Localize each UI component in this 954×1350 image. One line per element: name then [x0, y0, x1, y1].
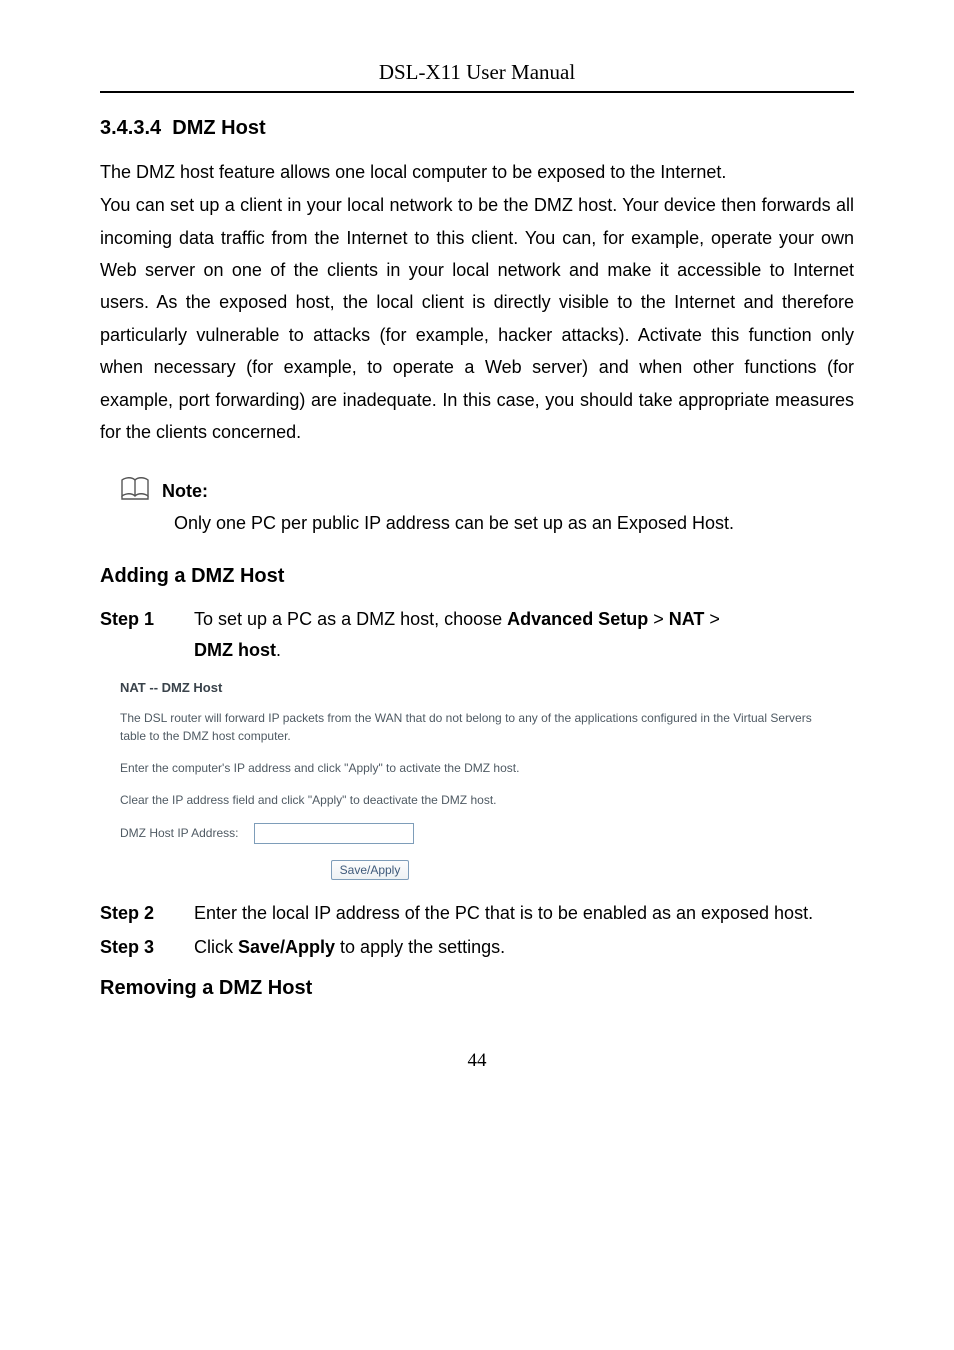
step-3-post: to apply the settings. [335, 937, 505, 957]
step-1-pre: To set up a PC as a DMZ host, choose [194, 609, 507, 629]
section-title: DMZ Host [172, 117, 265, 139]
step-row-1: Step 1 To set up a PC as a DMZ host, cho… [100, 604, 854, 665]
note-label: Note: [162, 481, 208, 502]
step-row-2: Step 2 Enter the local IP address of the… [100, 898, 854, 929]
adding-heading: Adding a DMZ Host [100, 565, 854, 588]
book-icon [120, 476, 150, 502]
dmz-ip-input[interactable] [254, 823, 414, 844]
step-1-b2: NAT [669, 609, 705, 629]
step-1-label: Step 1 [100, 604, 194, 665]
step-1-sep1: > [648, 609, 669, 629]
ss-desc-2: Enter the computer's IP address and clic… [120, 759, 834, 777]
intro-body: You can set up a client in your local ne… [100, 189, 854, 448]
section-heading: 3.4.3.4 DMZ Host [100, 117, 854, 140]
step-1-text: To set up a PC as a DMZ host, choose Adv… [194, 604, 854, 665]
step-1-sep2: > [704, 609, 720, 629]
dmz-ip-label: DMZ Host IP Address: [120, 826, 238, 840]
step-2-label: Step 2 [100, 898, 194, 929]
page-header-title: DSL-X11 User Manual [100, 60, 854, 93]
step-2-text: Enter the local IP address of the PC tha… [194, 898, 854, 929]
intro-lead: The DMZ host feature allows one local co… [100, 160, 854, 185]
step-3-b1: Save/Apply [238, 937, 335, 957]
save-apply-button[interactable]: Save/Apply [331, 860, 410, 880]
ss-desc-1: The DSL router will forward IP packets f… [120, 709, 834, 745]
step-1-b3: DMZ host [194, 640, 276, 660]
removing-heading: Removing a DMZ Host [100, 977, 854, 1000]
step-row-3: Step 3 Click Save/Apply to apply the set… [100, 932, 854, 963]
dmz-host-screenshot: NAT -- DMZ Host The DSL router will forw… [120, 680, 834, 880]
step-3-pre: Click [194, 937, 238, 957]
ss-title: NAT -- DMZ Host [120, 680, 834, 695]
step-3-text: Click Save/Apply to apply the settings. [194, 932, 854, 963]
page-number: 44 [100, 1050, 854, 1072]
section-number: 3.4.3.4 [100, 117, 161, 139]
ss-desc-3: Clear the IP address field and click "Ap… [120, 791, 834, 809]
step-1-post: . [276, 640, 281, 660]
step-1-b1: Advanced Setup [507, 609, 648, 629]
step-3-label: Step 3 [100, 932, 194, 963]
note-text: Only one PC per public IP address can be… [174, 510, 854, 537]
